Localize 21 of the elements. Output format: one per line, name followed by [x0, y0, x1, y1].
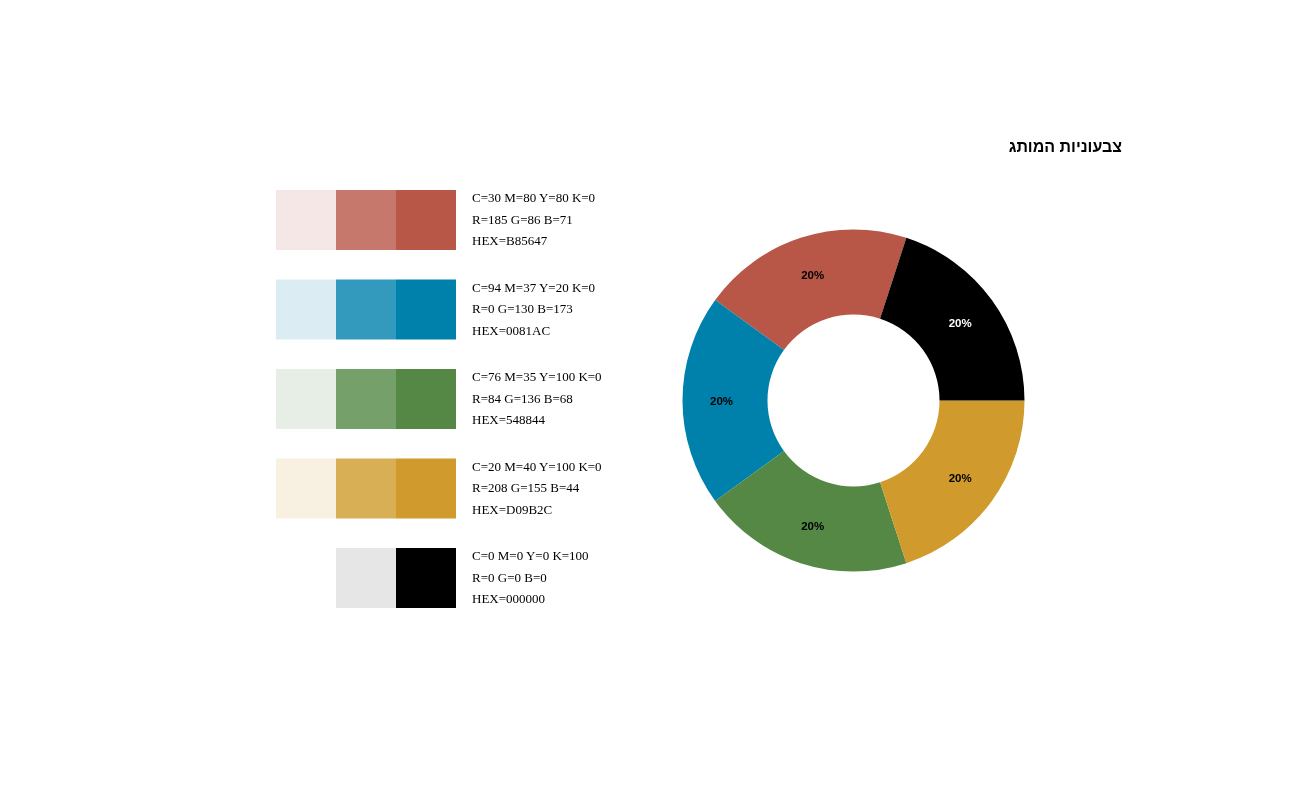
annotation: R=84 G=136 B=68	[472, 390, 573, 406]
annotation: HEX=548844	[472, 412, 546, 427]
annotation: HEX=0081AC	[472, 322, 551, 338]
annotation: HEX=B85647	[472, 233, 548, 248]
annotation: HEX=D09B2C	[472, 501, 553, 517]
data-label: 20%	[801, 269, 825, 282]
annotation: C=20 M=40 Y=100 K=0	[472, 458, 602, 474]
annotation: R=185 G=86 B=71	[472, 211, 573, 227]
annotation: R=0 G=130 B=173	[472, 301, 573, 316]
data-label: 20%	[948, 316, 972, 329]
data-label: 20%	[710, 394, 734, 407]
chart-title: צבעוניות המותג	[1008, 138, 1122, 155]
data-label: 20%	[801, 519, 825, 532]
annotation: C=94 M=37 Y=20 K=0	[472, 279, 596, 295]
annotation: R=0 G=0 B=0	[472, 569, 547, 585]
annotation: C=0 M=0 Y=0 K=100	[472, 548, 589, 563]
annotation: HEX=000000	[472, 591, 546, 606]
annotation: R=208 G=155 B=44	[472, 480, 580, 495]
annotation: C=30 M=80 Y=80 K=0	[472, 190, 596, 205]
annotation: C=76 M=35 Y=100 K=0	[472, 369, 602, 384]
data-label: 20%	[948, 472, 972, 485]
